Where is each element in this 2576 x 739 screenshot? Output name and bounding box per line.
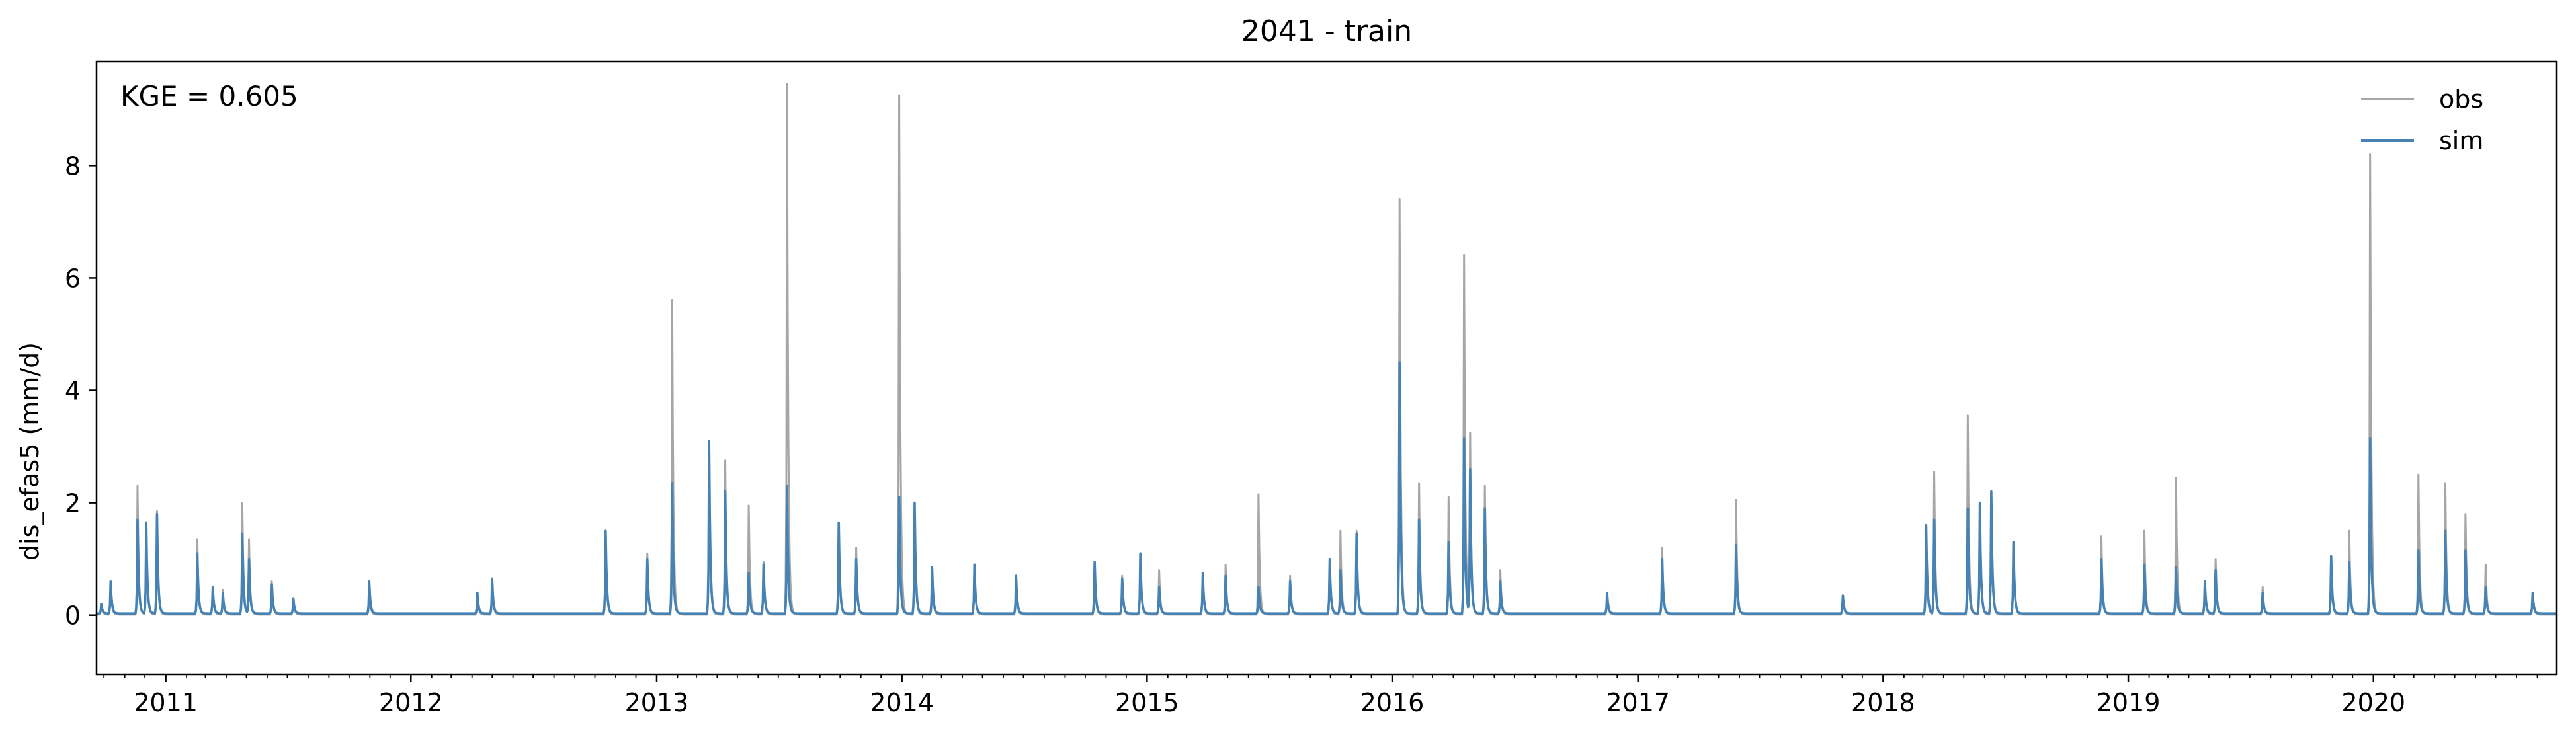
series-line-sim	[96, 361, 2557, 615]
chart-title: 2041 - train	[1241, 15, 1412, 48]
kge-annotation: KGE = 0.605	[120, 80, 298, 112]
x-tick-label: 2011	[134, 688, 198, 717]
x-tick-label: 2019	[2097, 688, 2161, 717]
legend: obs sim	[2361, 85, 2483, 155]
legend-label-obs: obs	[2439, 85, 2483, 114]
plot-frame	[95, 60, 2558, 676]
y-axis: 0 2 4 6 8	[65, 151, 97, 631]
x-tick-label: 2017	[1606, 688, 1670, 717]
y-tick-label: 2	[65, 489, 81, 518]
x-tick-label: 2016	[1360, 688, 1425, 717]
legend-label-sim: sim	[2439, 126, 2483, 155]
y-tick-label: 4	[65, 377, 81, 406]
y-tick-label: 8	[65, 151, 81, 180]
plot-series	[96, 83, 2557, 616]
y-tick-label: 0	[65, 602, 81, 631]
x-tick-label: 2014	[870, 688, 934, 717]
x-tick-label: 2018	[1851, 688, 1915, 717]
y-axis-label: dis_efas5 (mm/d)	[15, 342, 44, 561]
y-tick-label: 6	[65, 264, 81, 293]
x-tick-label: 2015	[1115, 688, 1179, 717]
x-tick-label: 2020	[2341, 688, 2405, 717]
x-axis: 2011 2012 2013 2014 2015 2016 2017 2018 2019 2020	[103, 674, 2538, 717]
x-tick-label: 2012	[379, 688, 443, 717]
x-tick-label: 2013	[625, 688, 689, 717]
